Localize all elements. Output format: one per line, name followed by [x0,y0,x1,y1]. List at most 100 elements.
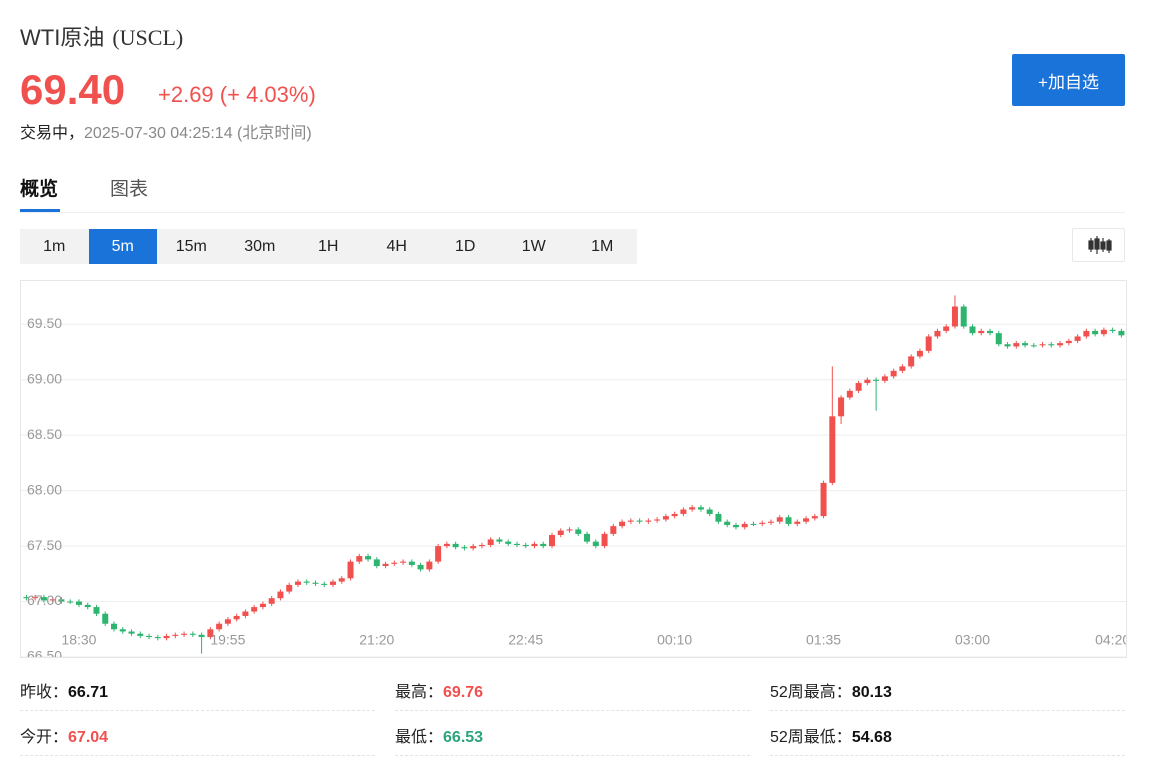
tab[interactable]: 概览 [20,179,59,200]
candle-body [776,517,783,522]
candle-body [189,633,196,635]
candle-body [163,635,170,639]
candle-body [654,519,661,521]
y-tick-label: 69.00 [27,370,62,386]
candle-body [768,521,774,523]
candle-body [890,370,897,377]
candle-body [84,604,91,608]
candle-body [233,615,240,620]
stat-item: 今开：67.04 [20,723,108,747]
tab[interactable]: 图表 [110,179,149,200]
candle-body [1118,330,1125,336]
candle-body [794,521,801,524]
candle-body [881,376,888,381]
candle-body [356,556,363,562]
candle-body [58,599,65,602]
candle-body [951,306,958,327]
stat-value: 66.71 [68,684,109,701]
candle-body [382,563,389,567]
x-tick-label: 18:30 [61,632,96,648]
candle-body [198,634,205,638]
x-tick-label: 03:00 [955,632,990,648]
y-tick-label: 68.50 [27,426,62,442]
add-watchlist-button[interactable]: +加自选 [1012,54,1125,106]
candle-body [1057,343,1064,346]
stat-value: 67.04 [68,729,109,746]
candle-body [531,543,538,547]
candlestick-chart: 66.50 67.00 67.50 68.00 68.50 69.00 69.50 18:30… [20,280,1127,658]
candle-body [803,518,810,522]
candle-body [873,379,880,381]
candle-body [1065,340,1072,344]
period-button[interactable]: 4H [386,237,407,255]
period-button[interactable]: 30m [244,237,276,255]
candle-body [408,561,415,565]
candle-body [1013,343,1020,347]
candle-body [1030,345,1037,347]
period-button[interactable]: 1m [43,237,66,255]
stat-label: 昨收： [20,684,69,701]
candle-body [820,482,827,517]
candle-body [452,543,459,548]
candle-body [417,564,424,570]
candle-body [286,584,293,592]
candle-body [207,629,214,638]
candle-body [224,619,231,624]
candle-body [137,633,144,636]
candle-body [154,637,161,639]
candle-body [540,543,547,547]
candle-body [601,533,608,547]
x-tick-label: 21:20 [359,632,394,648]
candle-body [584,533,591,542]
stat-label: 52周最低： [770,729,852,746]
stat-value: 80.13 [851,684,892,701]
candle-body [829,416,836,483]
period-button[interactable]: 5m [88,229,157,264]
x-tick-label: 22:45 [508,632,543,648]
period-button[interactable]: 15m [175,237,207,255]
stat-value: 69.76 [443,684,484,701]
candle-body [259,603,266,608]
candle-body [146,635,153,638]
period-button[interactable]: 1D [455,237,476,255]
candle-body [1100,329,1107,335]
candle-body [487,539,494,545]
stat-item: 最低：66.53 [395,723,483,747]
candle-body [916,350,923,357]
candle-body [49,599,56,601]
stat-item: 最高：69.76 [395,678,483,702]
candle-body [93,607,100,614]
price: 69.40 [20,66,126,113]
candle-body [741,523,748,528]
candle-body [321,583,328,585]
timestamp: 2025-07-30 04:25:14 [84,125,233,142]
candle-body [268,598,275,604]
candle-body [1022,343,1029,346]
candle-body [943,326,950,331]
candle-body [303,581,310,583]
period-button[interactable]: 1M [591,237,614,255]
change-percent: (+ 4.03%) [219,82,316,107]
candle-body [987,330,993,334]
candle-body [119,629,126,632]
tab-underline [20,209,60,212]
candle-body [689,507,696,510]
period-selector: 1m 5m 15m 30m 1H 4H 1D 1W 1M [20,229,637,264]
candle-body [846,390,853,398]
candle-body [277,591,284,599]
candle-body [338,578,345,582]
y-tick-label: 67.50 [27,537,62,553]
period-button[interactable]: 1W [521,237,546,255]
period-button[interactable]: 1H [318,237,339,255]
chart-type-button[interactable] [1072,228,1125,262]
candle-body [969,326,976,334]
x-tick-label: 00:10 [657,632,692,648]
status-line: 交易中，2025-07-30 04:25:14 (北京时间) [20,119,312,143]
candle-body [557,530,564,535]
instrument-name: WTI原油 [20,25,105,50]
candle-body [312,582,319,584]
candle-body [785,517,792,524]
candle-body [697,507,704,510]
candle-body [960,306,967,327]
change-value: +2.69 [158,82,214,107]
